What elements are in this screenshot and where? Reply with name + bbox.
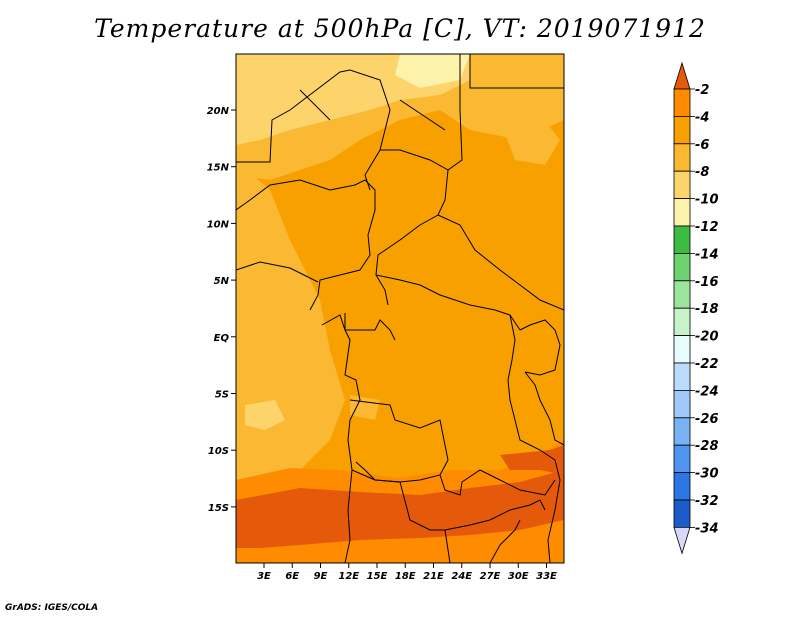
y-tick-label: 15N (207, 163, 230, 174)
colorbar-tick-label: -12 (695, 220, 719, 235)
colorbar-box (673, 362, 691, 391)
colorbar-box (673, 499, 691, 528)
colorbar-tick-label: -26 (695, 412, 719, 427)
colorbar-box (673, 307, 691, 337)
x-tick-label: 21E (423, 571, 444, 582)
y-tick-label: 10N (207, 219, 230, 230)
colorbar-tick-label: -30 (695, 467, 719, 482)
colorbar-tick-label: -34 (695, 521, 719, 536)
temperature-field (236, 54, 564, 563)
colorbar-box (673, 225, 691, 254)
y-tick-label: 5S (215, 390, 229, 401)
colorbar-tick-label: -10 (695, 193, 719, 208)
colorbar-tick-label: -6 (695, 138, 709, 153)
colorbar-tick-label: -4 (695, 110, 709, 125)
colorbar-top-arrow (673, 61, 691, 90)
colorbar-box (673, 88, 691, 117)
x-tick-label: 9E (314, 571, 328, 582)
x-tick-label: 15E (367, 571, 388, 582)
colorbar-box (673, 198, 691, 227)
colorbar-box (673, 417, 691, 446)
x-tick-label: 24E (451, 571, 472, 582)
x-tick-label: 33E (536, 571, 557, 582)
colorbar-tick-label: -32 (695, 494, 719, 509)
x-axis: 3E 6E 9E 12E 15E 18E 21E 24E 27E 30E 33E (257, 563, 557, 582)
chart-title: Temperature at 500hPa [C], VT: 201907191… (94, 14, 706, 43)
y-tick-label: 20N (207, 106, 230, 117)
y-tick-label: 15S (208, 503, 229, 514)
y-tick-label: 5N (214, 276, 230, 287)
map-frame (235, 53, 565, 564)
colorbar-box (673, 335, 691, 364)
y-tick-label: 10S (208, 446, 229, 457)
colorbar-box (673, 280, 691, 309)
colorbar-legend: -2 -4 -6 -8 -10 -12 -14 -16 -18 -20 -22 -24 -26 -28 -3… (673, 61, 719, 555)
colorbar-tick-label: -20 (695, 330, 719, 345)
colorbar-box (673, 143, 691, 172)
y-tick-label: EQ (214, 333, 230, 344)
colorbar-box (673, 444, 691, 474)
colorbar-tick-label: -16 (695, 275, 719, 290)
colorbar-box (673, 252, 691, 282)
colorbar-bottom-arrow (673, 527, 691, 555)
credit-label: GrADS: IGES/COLA (5, 603, 99, 613)
colorbar-tick-label: -14 (695, 247, 719, 262)
colorbar-box (673, 170, 691, 199)
colorbar-tick-label: -24 (695, 384, 719, 399)
colorbar-tick-label: -2 (695, 83, 709, 98)
colorbar-box (673, 116, 691, 145)
colorbar-tick-label: -28 (695, 439, 719, 454)
x-tick-label: 6E (285, 571, 299, 582)
x-tick-label: 18E (395, 571, 416, 582)
y-axis: 20N 15N 10N 5N EQ 5S 10S 15S (207, 106, 236, 514)
x-tick-label: 12E (338, 571, 359, 582)
colorbar-box (673, 389, 691, 419)
x-tick-label: 3E (257, 571, 271, 582)
x-tick-label: 27E (480, 571, 501, 582)
colorbar-tick-label: -8 (695, 165, 709, 180)
x-tick-label: 30E (508, 571, 529, 582)
colorbar-tick-label: -22 (695, 357, 719, 372)
colorbar-tick-label: -18 (695, 302, 719, 317)
colorbar-box (673, 472, 691, 501)
country-borders (236, 54, 564, 563)
